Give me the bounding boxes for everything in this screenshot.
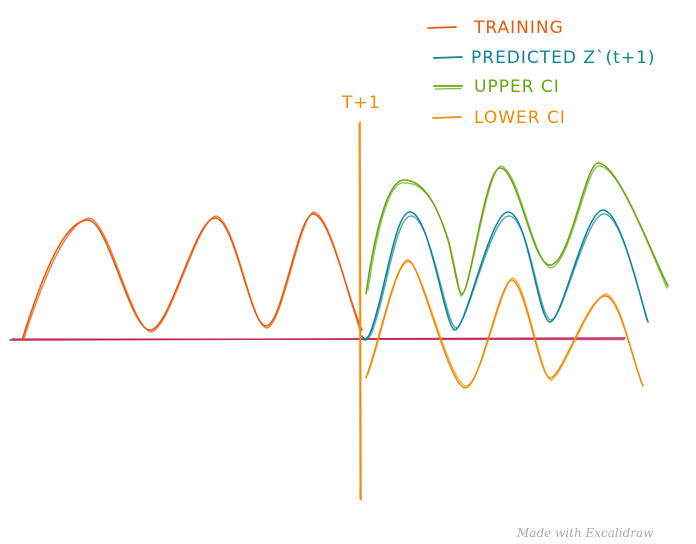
baseline-axis: [9, 337, 626, 341]
legend-label-lower-ci: LOWER CI: [474, 108, 566, 128]
legend-item-predicted: PREDICTED Z`(t+1): [433, 48, 656, 68]
upper-ci-curve: [365, 162, 669, 297]
legend-swatch-lower-ci: [432, 116, 462, 119]
predicted-curve: [361, 209, 649, 341]
legend-item-lower-ci: LOWER CI: [432, 108, 566, 128]
t-plus-1-marker-line: [358, 121, 362, 501]
t-plus-1-label: T+1: [341, 93, 380, 113]
legend-label-predicted: PREDICTED Z`(t+1): [471, 48, 656, 68]
legend-swatch-training: [427, 26, 457, 29]
legend-label-upper-ci: UPPER CI: [474, 77, 560, 97]
legend-item-training: TRAINING: [427, 18, 564, 38]
legend-item-upper-ci: UPPER CI: [433, 77, 560, 97]
legend-label-training: TRAINING: [473, 18, 564, 38]
lower-ci-curve: [365, 259, 644, 389]
legend: TRAINING PREDICTED Z`(t+1) UPPER CI LOWE…: [427, 18, 656, 128]
training-curve: [21, 211, 363, 341]
made-with-excalidraw-credit: Made with Excalidraw: [516, 526, 654, 540]
legend-swatch-predicted: [433, 56, 463, 59]
